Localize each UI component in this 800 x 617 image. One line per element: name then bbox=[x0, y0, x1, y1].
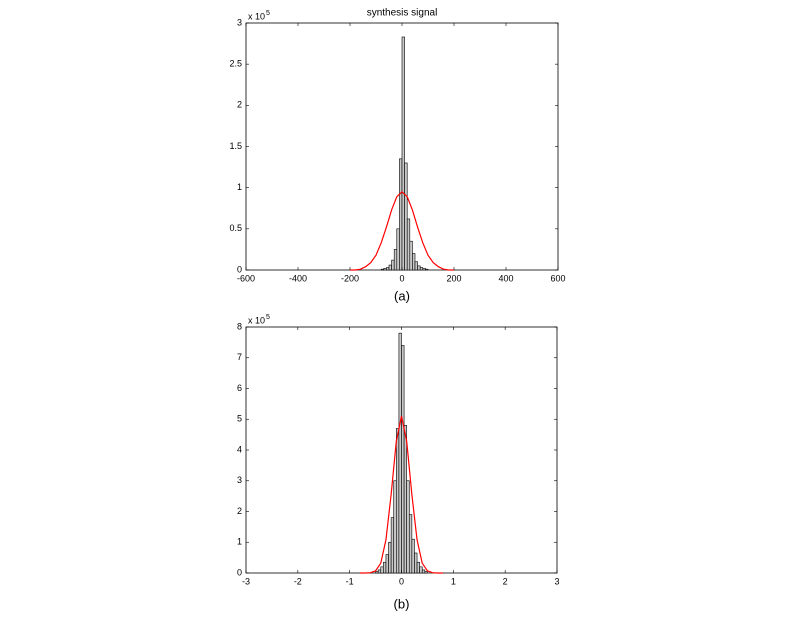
bar bbox=[404, 162, 408, 271]
bar bbox=[380, 566, 384, 574]
bar bbox=[419, 267, 424, 271]
bar bbox=[396, 428, 400, 574]
bar bbox=[401, 36, 405, 271]
y-multiplier-exponent: 5 bbox=[266, 10, 270, 17]
x-tick-label: -200 bbox=[341, 273, 359, 283]
bar bbox=[414, 552, 418, 574]
bar bbox=[375, 571, 379, 574]
bar bbox=[401, 345, 405, 574]
fit-line bbox=[360, 416, 443, 574]
bar bbox=[393, 249, 398, 271]
bar bbox=[424, 571, 428, 574]
bar bbox=[388, 264, 392, 271]
x-tick-label: 3 bbox=[554, 576, 559, 586]
x-tick-label: 0 bbox=[399, 576, 404, 586]
x-tick-label: 600 bbox=[550, 273, 565, 283]
y-tick-label: 5 bbox=[237, 414, 242, 424]
caption: (a) bbox=[394, 288, 410, 303]
y-multiplier-exponent: 5 bbox=[266, 314, 270, 321]
bar bbox=[383, 268, 387, 271]
y-tick-label: 6 bbox=[237, 383, 242, 393]
y-tick-label: 0 bbox=[237, 264, 242, 274]
bar bbox=[412, 253, 416, 271]
bar bbox=[390, 517, 395, 574]
bar bbox=[396, 228, 400, 271]
x-tick-label: 0 bbox=[399, 273, 404, 283]
y-tick-label: 1 bbox=[237, 182, 242, 192]
bar bbox=[393, 480, 397, 574]
bar bbox=[425, 268, 429, 271]
bar bbox=[421, 569, 426, 574]
y-tick-label: 0.5 bbox=[229, 223, 242, 233]
x-tick-label: 1 bbox=[451, 576, 456, 586]
y-tick-label: 1.5 bbox=[229, 141, 242, 151]
bar bbox=[408, 514, 413, 574]
fit-line bbox=[350, 190, 454, 271]
bar bbox=[416, 561, 420, 574]
bar bbox=[414, 261, 418, 271]
x-tick-label: 2 bbox=[503, 576, 508, 586]
y-tick-label: 2 bbox=[237, 506, 242, 516]
y-tick-label: 1 bbox=[237, 537, 242, 547]
bar bbox=[386, 267, 390, 271]
x-tick-label: 400 bbox=[498, 273, 513, 283]
y-tick-label: 7 bbox=[237, 352, 242, 362]
y-tick-label: 2.5 bbox=[229, 59, 242, 69]
x-tick-label: -3 bbox=[242, 576, 250, 586]
chart-title: synthesis signal bbox=[367, 8, 438, 19]
bar bbox=[406, 480, 410, 574]
y-multiplier: x 10 bbox=[248, 11, 265, 21]
y-tick-label: 8 bbox=[237, 321, 242, 331]
x-tick-label: -2 bbox=[294, 576, 302, 586]
bar bbox=[419, 566, 423, 574]
bar bbox=[380, 268, 385, 271]
x-tick-label: 200 bbox=[446, 273, 461, 283]
bar bbox=[385, 554, 389, 574]
bar bbox=[409, 240, 413, 271]
bar bbox=[391, 259, 395, 271]
y-multiplier: x 10 bbox=[248, 315, 265, 325]
bar bbox=[411, 538, 415, 574]
y-tick-label: 0 bbox=[237, 567, 242, 577]
bar bbox=[403, 425, 407, 574]
x-tick-label: -600 bbox=[237, 273, 255, 283]
bar bbox=[377, 569, 382, 574]
bar bbox=[406, 218, 411, 271]
bar bbox=[422, 268, 426, 271]
y-tick-label: 3 bbox=[237, 17, 242, 27]
y-tick-label: 3 bbox=[237, 475, 242, 485]
bar bbox=[399, 158, 403, 271]
bar bbox=[383, 561, 387, 574]
x-tick-label: -400 bbox=[289, 273, 307, 283]
x-tick-label: -1 bbox=[346, 576, 354, 586]
bar bbox=[398, 332, 402, 574]
y-tick-label: 2 bbox=[237, 100, 242, 110]
y-tick-label: 4 bbox=[237, 444, 242, 454]
bar bbox=[417, 265, 421, 271]
caption: (b) bbox=[394, 596, 410, 611]
bar bbox=[388, 541, 392, 574]
